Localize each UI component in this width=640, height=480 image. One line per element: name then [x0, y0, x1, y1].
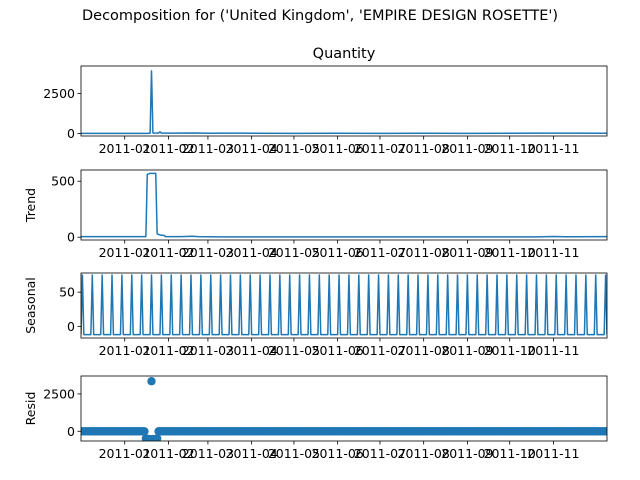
x-tick-label: 2011-05: [268, 245, 320, 260]
y-tick-label: 0: [67, 230, 75, 245]
x-tick-label: 2011-07: [354, 446, 406, 461]
panel-3: 0502011-012011-022011-032011-042011-0520…: [23, 272, 608, 358]
plot-area: [81, 172, 607, 238]
x-tick-label: 2011-01: [99, 446, 151, 461]
figure-title: Decomposition for ('United Kingdom', 'EM…: [81, 8, 558, 24]
plot-area: [81, 377, 607, 441]
x-tick-label: 2011-10: [484, 245, 536, 260]
x-tick-label: 2011-04: [226, 245, 278, 260]
x-tick-label: 2011-02: [142, 446, 194, 461]
x-tick-label: 2011-08: [398, 343, 450, 358]
x-tick-label: 2011-04: [226, 343, 278, 358]
x-tick-label: 2011-02: [142, 141, 194, 156]
axes-frame: [80, 375, 608, 442]
x-tick-label: 2011-10: [484, 343, 536, 358]
x-tick-label: 2011-08: [398, 446, 450, 461]
x-tick-label: 2011-07: [354, 343, 406, 358]
x-tick-label: 2011-11: [527, 141, 579, 156]
x-tick-label: 2011-02: [142, 343, 194, 358]
resid-point: [147, 377, 156, 386]
panel-title: Quantity: [313, 46, 376, 62]
x-tick-label: 2011-08: [398, 141, 450, 156]
y-tick-label: 2500: [43, 86, 75, 101]
plot-area: [81, 274, 607, 336]
x-tick-label: 2011-04: [226, 141, 278, 156]
x-tick-label: 2011-02: [142, 245, 194, 260]
resid-point: [152, 434, 162, 441]
seasonal-line: [81, 274, 607, 336]
y-tick-label: 2500: [43, 386, 75, 401]
x-tick-label: 2011-01: [99, 141, 151, 156]
x-tick-label: 2011-07: [354, 245, 406, 260]
x-tick-label: 2011-03: [182, 343, 234, 358]
x-tick-label: 2011-04: [226, 446, 278, 461]
y-tick-label: 0: [67, 126, 75, 141]
x-tick-label: 2011-06: [312, 245, 364, 260]
resid-point: [602, 427, 607, 436]
x-tick-label: 2011-11: [527, 343, 579, 358]
axes-frame: [80, 169, 608, 241]
x-tick-label: 2011-03: [182, 141, 234, 156]
x-tick-label: 2011-05: [268, 446, 320, 461]
x-tick-label: 2011-11: [527, 446, 579, 461]
panel-2: 05002011-012011-022011-032011-042011-052…: [23, 169, 608, 260]
resid-point: [140, 427, 149, 436]
x-tick-label: 2011-01: [99, 245, 151, 260]
x-tick-label: 2011-06: [312, 446, 364, 461]
x-tick-label: 2011-06: [312, 141, 364, 156]
x-tick-label: 2011-08: [398, 245, 450, 260]
plot-area: [81, 70, 607, 135]
x-tick-label: 2011-09: [441, 446, 493, 461]
x-tick-label: 2011-10: [484, 446, 536, 461]
y-tick-label: 500: [51, 174, 75, 189]
x-tick-label: 2011-07: [354, 141, 406, 156]
x-tick-label: 2011-09: [441, 343, 493, 358]
x-tick-label: 2011-10: [484, 141, 536, 156]
x-tick-label: 2011-03: [182, 245, 234, 260]
x-tick-label: 2011-06: [312, 343, 364, 358]
y-tick-label: 50: [59, 285, 75, 300]
x-tick-label: 2011-01: [99, 343, 151, 358]
axes-frame: [80, 272, 608, 339]
x-tick-label: 2011-11: [527, 245, 579, 260]
quantity-line: [81, 70, 607, 135]
y-tick-label: 0: [67, 319, 75, 334]
y-tick-label: 0: [67, 424, 75, 439]
x-tick-label: 2011-09: [441, 245, 493, 260]
y-axis-label: Trend: [23, 188, 38, 223]
x-tick-label: 2011-03: [182, 446, 234, 461]
panel-4: 0 2500 2011-012011-022011-032011-042011-05…: [23, 375, 608, 461]
y-axis-label: Resid: [23, 392, 38, 426]
x-tick-label: 2011-05: [268, 343, 320, 358]
x-tick-label: 2011-09: [441, 141, 493, 156]
trend-line: [81, 172, 607, 238]
y-axis-label: Seasonal: [23, 277, 38, 334]
panel-1: 0 2500 2011-012011-022011-032011-042011-05…: [43, 46, 608, 156]
axes-frame: [80, 65, 608, 137]
x-tick-label: 2011-05: [268, 141, 320, 156]
